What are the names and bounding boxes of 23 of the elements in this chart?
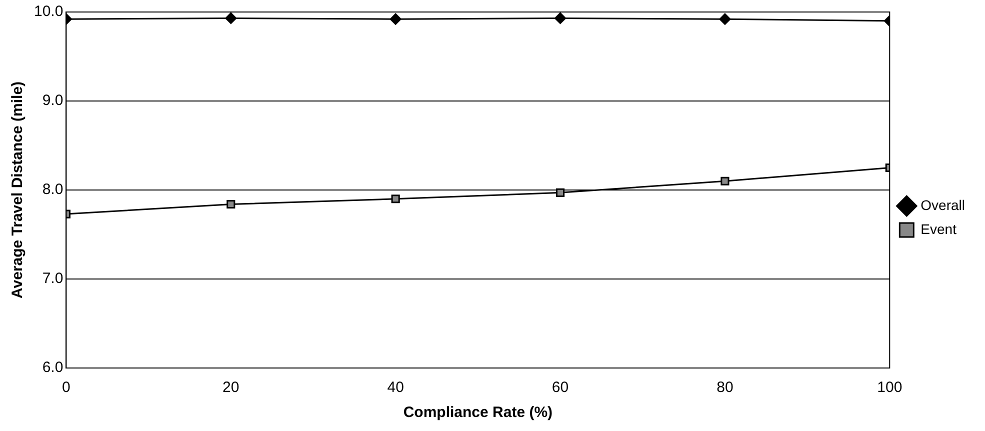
y-tick-label: 8.0 xyxy=(42,181,64,198)
point xyxy=(719,13,731,25)
point xyxy=(391,194,400,204)
legend-label: Event xyxy=(920,220,957,237)
point xyxy=(556,188,565,197)
x-axis-title: Compliance Rate (%) xyxy=(403,404,553,422)
point xyxy=(390,13,402,25)
y-axis-title: Average Travel Distance (mile) xyxy=(9,81,26,299)
point xyxy=(225,12,237,24)
point xyxy=(554,12,566,24)
y-tick-label: 7.0 xyxy=(42,270,64,288)
y-tick-label: 10.0 xyxy=(34,3,64,20)
x-tick-label: 80 xyxy=(716,379,734,396)
x-tick-label: 60 xyxy=(552,379,569,396)
y-tick-label: 9.0 xyxy=(42,92,64,110)
x-tick-label: 100 xyxy=(877,379,902,396)
x-tick-label: 40 xyxy=(387,379,404,396)
x-tick-label: 20 xyxy=(222,379,240,396)
legend-label: Overall xyxy=(920,196,966,213)
y-tick-label: 6.0 xyxy=(42,359,64,376)
point xyxy=(720,176,730,186)
point xyxy=(226,200,236,209)
x-tick-label: 0 xyxy=(62,379,70,396)
